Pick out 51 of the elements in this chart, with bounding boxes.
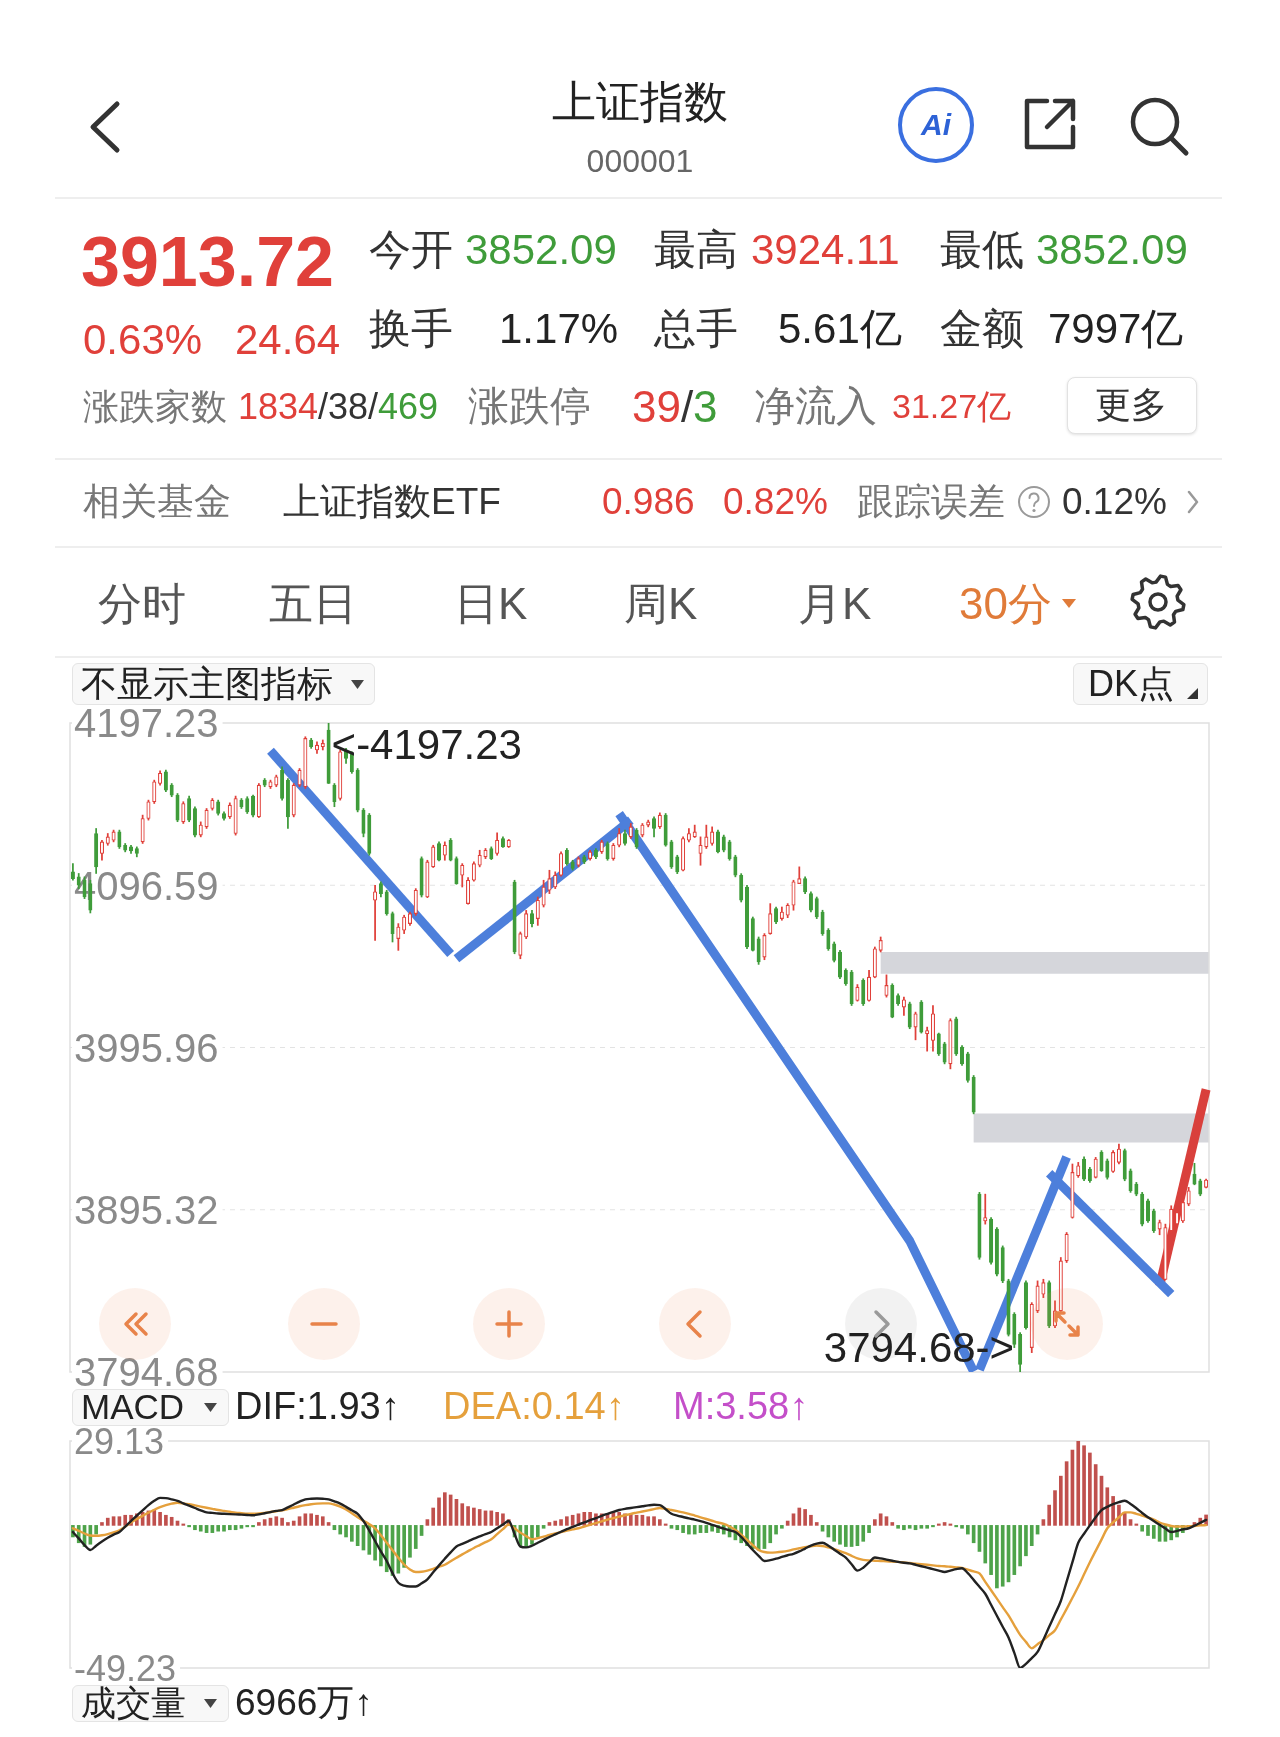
dropdown: MACD: [72, 1389, 229, 1426]
annotation: <-4197.23: [331, 720, 522, 768]
dropdown: DK点: [1073, 663, 1208, 705]
text: 金额: [940, 304, 1024, 354]
text: 换手: [369, 304, 453, 354]
text: 周K: [624, 578, 698, 630]
text: 最高: [654, 225, 738, 275]
text: 总手: [654, 304, 738, 354]
text: 涨跌家数: [83, 386, 227, 428]
text: 上证指数ETF: [283, 480, 501, 524]
y-tick-label: 3895.32: [74, 1188, 219, 1233]
text: 跟踪误差: [857, 480, 1005, 524]
text: 0.12%: [1062, 480, 1167, 524]
text: 3924.11: [751, 225, 900, 275]
text: 今开: [369, 225, 453, 275]
text: 净流入: [754, 383, 877, 431]
text: 1834: [238, 386, 319, 428]
text: 31.27亿: [892, 387, 1012, 427]
text: 7997亿: [1048, 304, 1184, 354]
text: 3852.09: [1036, 225, 1188, 275]
text: 3852.09: [465, 225, 617, 275]
text: 39: [632, 381, 681, 433]
text: 0.82%: [723, 480, 828, 524]
text: 3: [693, 381, 718, 433]
text: 6966万↑: [235, 1681, 373, 1725]
text: 5.61亿: [778, 304, 902, 354]
text: 五日: [269, 578, 357, 630]
text: 日K: [454, 578, 528, 630]
text: 更多: [1095, 384, 1167, 426]
text: DEA:0.14↑: [443, 1385, 625, 1429]
text: /38/: [318, 386, 379, 428]
text: 相关基金: [83, 480, 231, 524]
text: 上证指数: [552, 76, 728, 128]
text: 涨跌停: [468, 383, 591, 431]
text: 000001: [586, 142, 694, 180]
text: DIF:1.93↑: [235, 1385, 400, 1429]
text: /: [681, 381, 694, 433]
text: 30分: [959, 578, 1052, 630]
text: 最低: [940, 225, 1024, 275]
dropdown: 不显示主图指标: [72, 663, 375, 705]
text: 0.63%: [83, 315, 203, 365]
text: 1.17%: [499, 304, 619, 354]
text: 0.986: [602, 480, 695, 524]
text: 分时: [98, 578, 186, 630]
text: 月K: [798, 578, 872, 630]
text: Ai: [921, 107, 951, 143]
text: 24.64: [235, 315, 341, 365]
y-tick-label: 3995.96: [74, 1025, 219, 1070]
text: 469: [378, 386, 439, 428]
text: 3913.72: [81, 221, 335, 303]
text: M:3.58↑: [673, 1385, 809, 1429]
